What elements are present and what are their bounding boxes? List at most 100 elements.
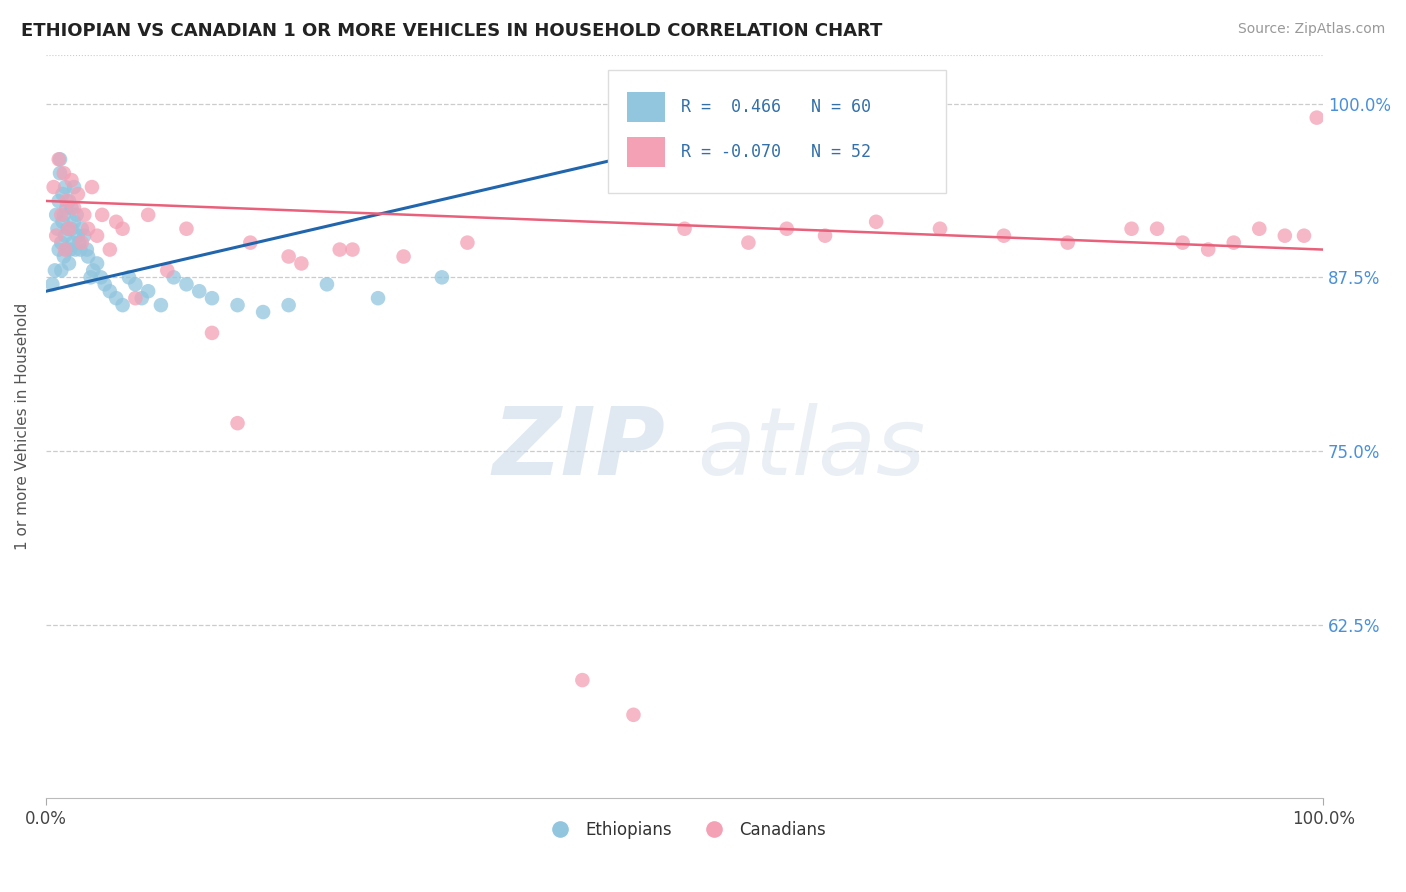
Point [367, 291, 389, 305]
Point [111, 221, 134, 235]
Point [277, 250, 299, 264]
Point [60, 173, 83, 187]
Point [252, 305, 274, 319]
Point [52, 250, 75, 264]
Point [188, 284, 211, 298]
Point [63, 201, 86, 215]
Point [430, 270, 453, 285]
FancyBboxPatch shape [607, 70, 946, 193]
Point [52, 187, 75, 202]
Point [98, 243, 121, 257]
Point [52, 166, 75, 180]
Point [45, 228, 67, 243]
Point [316, 277, 339, 292]
Point [105, 215, 128, 229]
Point [58, 194, 80, 208]
Point [86, 256, 108, 270]
Text: ETHIOPIAN VS CANADIAN 1 OR MORE VEHICLES IN HOUSEHOLD CORRELATION CHART: ETHIOPIAN VS CANADIAN 1 OR MORE VEHICLES… [21, 22, 883, 40]
Point [60, 201, 83, 215]
Point [865, 215, 887, 229]
Point [1121, 221, 1143, 235]
Point [66, 187, 89, 202]
Legend: Ethiopians, Canadians: Ethiopians, Canadians [537, 814, 832, 846]
Point [70, 235, 93, 250]
Point [55, 201, 77, 215]
Point [929, 221, 952, 235]
Point [65, 243, 87, 257]
Point [131, 291, 153, 305]
Point [49, 166, 72, 180]
Point [176, 277, 198, 292]
Point [53, 180, 76, 194]
Point [239, 235, 262, 250]
Point [82, 263, 104, 277]
Point [52, 215, 75, 229]
Point [342, 243, 364, 257]
Point [776, 221, 799, 235]
Point [41, 277, 63, 292]
Text: atlas: atlas [697, 403, 925, 494]
Point [51, 208, 73, 222]
Point [1274, 228, 1296, 243]
Point [90, 270, 112, 285]
Point [63, 180, 86, 194]
Point [1306, 111, 1329, 125]
Point [98, 284, 121, 298]
Point [48, 194, 70, 208]
Point [277, 298, 299, 312]
Point [51, 235, 73, 250]
Point [329, 243, 352, 257]
Point [91, 208, 114, 222]
Point [53, 243, 76, 257]
Point [124, 277, 146, 292]
Point [392, 250, 415, 264]
Point [73, 208, 96, 222]
Point [77, 250, 100, 264]
Point [65, 208, 87, 222]
Y-axis label: 1 or more Vehicles in Household: 1 or more Vehicles in Household [15, 303, 30, 550]
Point [156, 263, 179, 277]
Point [48, 153, 70, 167]
Text: Source: ZipAtlas.com: Source: ZipAtlas.com [1237, 22, 1385, 37]
Point [136, 208, 159, 222]
Point [44, 263, 66, 277]
Point [1171, 235, 1194, 250]
Point [58, 221, 80, 235]
Point [201, 291, 224, 305]
Point [290, 256, 312, 270]
Point [111, 298, 134, 312]
Point [737, 235, 759, 250]
Point [163, 270, 186, 285]
Point [1056, 235, 1078, 250]
Point [201, 326, 224, 340]
Point [1292, 228, 1315, 243]
Point [59, 243, 82, 257]
Point [118, 270, 141, 285]
Point [76, 243, 98, 257]
Point [571, 673, 593, 687]
Point [55, 194, 77, 208]
Bar [627, 136, 665, 167]
Point [77, 221, 100, 235]
Point [58, 256, 80, 270]
Point [1197, 243, 1219, 257]
Point [69, 243, 91, 257]
Point [176, 221, 198, 235]
Point [55, 243, 77, 257]
Point [56, 221, 79, 235]
Point [66, 228, 89, 243]
Point [226, 298, 249, 312]
Point [673, 221, 696, 235]
Point [53, 228, 76, 243]
Point [70, 221, 93, 235]
Text: R =  0.466   N = 60: R = 0.466 N = 60 [681, 98, 870, 116]
Point [226, 416, 249, 430]
Point [1249, 221, 1271, 235]
Point [636, 153, 658, 167]
Point [48, 243, 70, 257]
Point [993, 228, 1015, 243]
Point [79, 270, 101, 285]
Text: R = -0.070   N = 52: R = -0.070 N = 52 [681, 143, 870, 161]
Text: ZIP: ZIP [492, 403, 665, 495]
Point [1222, 235, 1244, 250]
